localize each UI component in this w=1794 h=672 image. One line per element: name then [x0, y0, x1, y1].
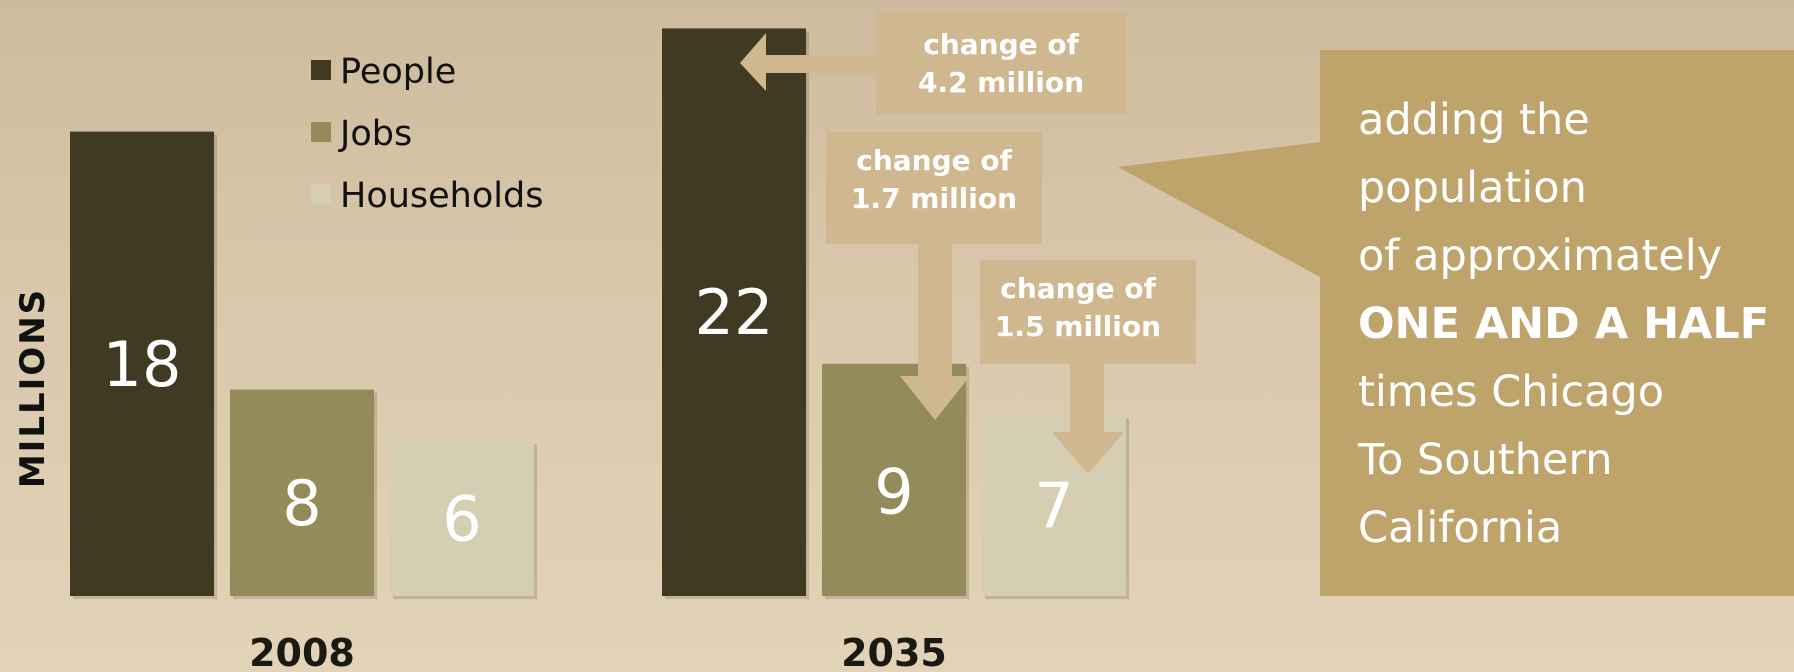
- legend-swatch-people: [311, 60, 331, 80]
- change-label-households: change of: [1000, 272, 1156, 305]
- bar-value-label: 8: [282, 467, 321, 540]
- bar-jobs-2008: [230, 389, 374, 596]
- legend-label-people: People: [340, 52, 456, 92]
- category-label-2008: 2008: [249, 631, 355, 672]
- bar-value-label: 9: [874, 456, 913, 529]
- category-label-2035: 2035: [841, 631, 947, 672]
- legend-label-jobs: Jobs: [338, 114, 412, 154]
- callout-line: To Southern: [1357, 435, 1613, 485]
- callout-box: [1118, 50, 1794, 596]
- bar-households-2008: [390, 441, 534, 596]
- callout-line: population: [1358, 163, 1587, 213]
- callout-line: California: [1358, 503, 1562, 553]
- legend-swatch-households: [311, 184, 331, 204]
- bar-value-label: 7: [1034, 470, 1073, 543]
- change-label-people: change of: [923, 28, 1079, 61]
- bar-value-label: 22: [695, 276, 774, 349]
- change-label-jobs: 1.7 million: [851, 182, 1017, 215]
- callout-line: of approximately: [1358, 231, 1722, 281]
- change-arrow-households: [1052, 364, 1124, 474]
- change-box-people: [876, 12, 1126, 114]
- change-box-jobs: [826, 132, 1042, 244]
- change-label-people: 4.2 million: [918, 66, 1084, 99]
- y-axis-label: MILLIONS: [13, 288, 53, 488]
- bar-value-label: 18: [103, 328, 182, 401]
- change-arrow-people: [740, 33, 876, 91]
- change-arrow-jobs: [900, 244, 970, 420]
- change-label-households: 1.5 million: [995, 310, 1161, 343]
- legend-swatch-jobs: [311, 122, 331, 142]
- bar-people-2035: [662, 28, 806, 596]
- legend-label-households: Households: [340, 176, 543, 216]
- callout-line: ONE AND A HALF: [1358, 299, 1769, 349]
- callout-line: times Chicago: [1358, 367, 1664, 417]
- change-label-jobs: change of: [856, 144, 1012, 177]
- change-box-households: [980, 260, 1196, 364]
- bar-value-label: 6: [442, 483, 481, 556]
- bar-people-2008: [70, 131, 214, 596]
- callout-line: adding the: [1358, 95, 1590, 145]
